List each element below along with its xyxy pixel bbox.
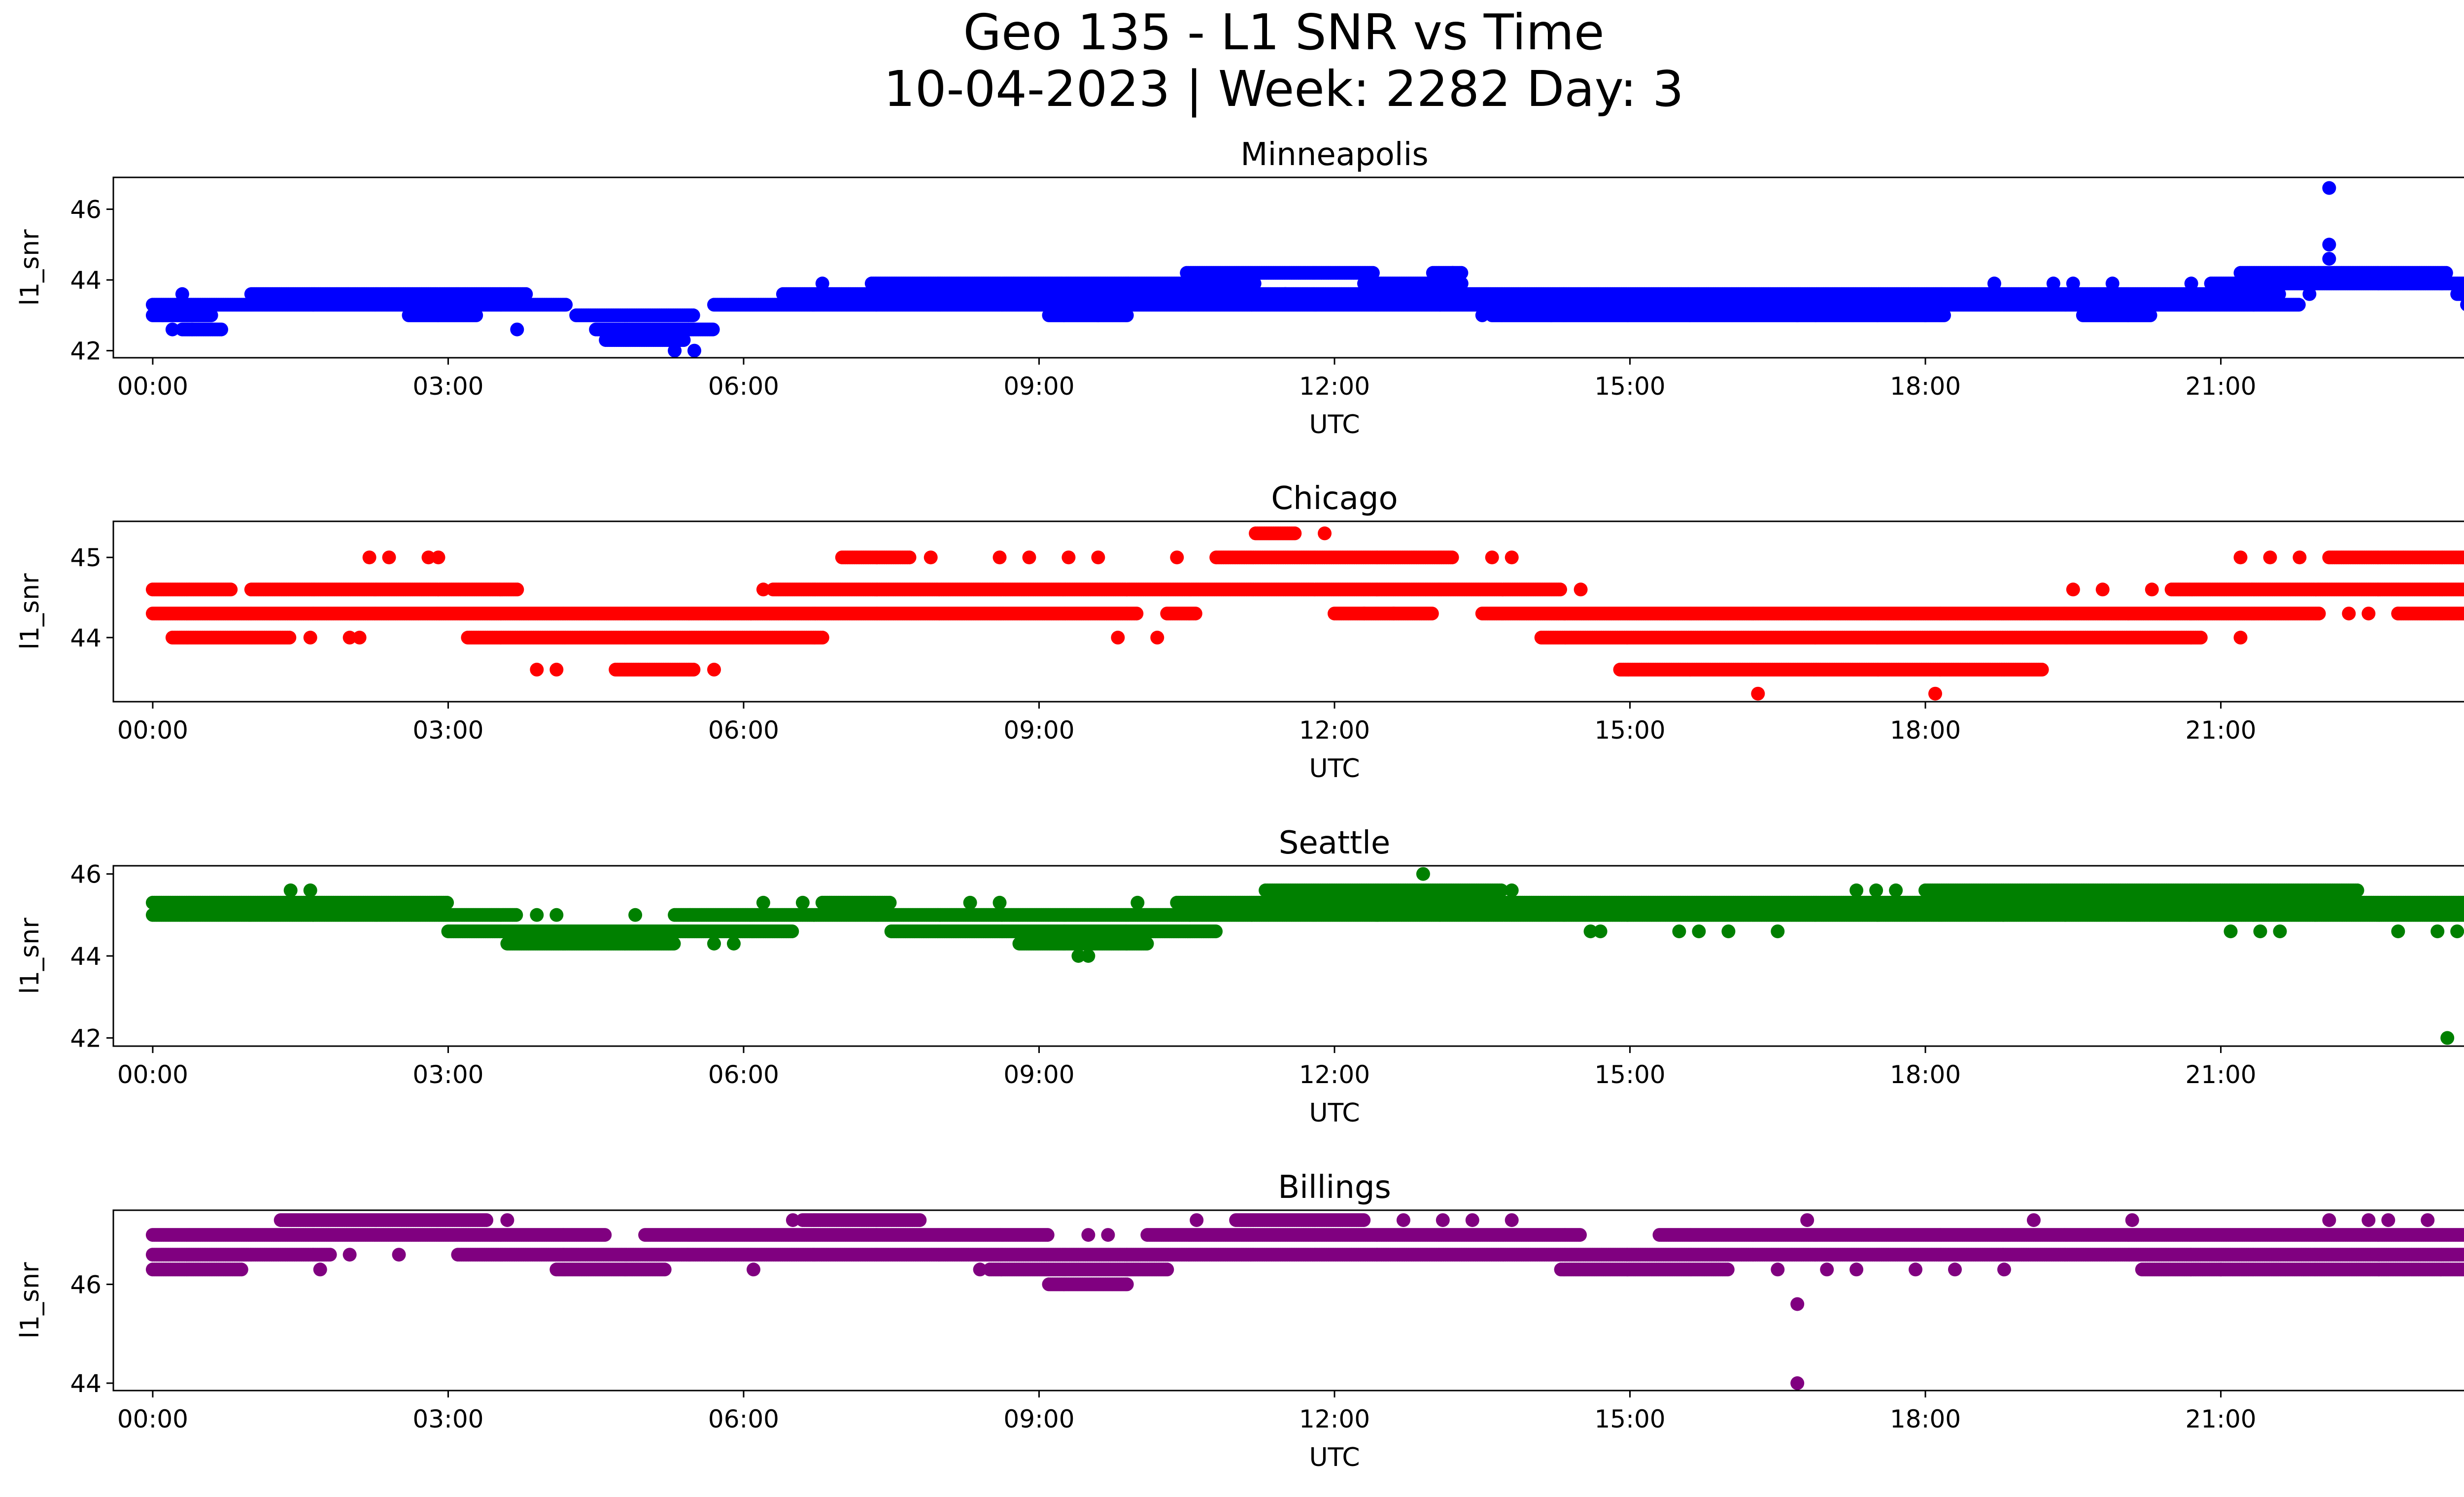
minneapolis-point-22 (2302, 287, 2316, 301)
minneapolis-point-23 (2322, 238, 2336, 251)
minneapolis-point-3 (175, 287, 189, 301)
minneapolis-point-19 (2066, 276, 2080, 290)
minneapolis-xtick-label-2: 06:00 (708, 372, 779, 401)
minneapolis-point-b1-s0-33 (205, 308, 218, 322)
minneapolis-point-b1-s5-38 (2144, 308, 2157, 322)
minneapolis-subplot-title: Minneapolis (1240, 136, 1428, 173)
minneapolis-point-b6-s0-44 (677, 333, 691, 347)
minneapolis-point-b1-s2-66 (686, 308, 700, 322)
minneapolis-point-b4-s2-116 (2439, 266, 2453, 280)
minneapolis-point-24 (2322, 252, 2336, 266)
minneapolis-point-8 (1091, 308, 1105, 322)
minneapolis-point-4 (510, 323, 524, 337)
chicago-point-b0-s2-55 (1425, 607, 1439, 620)
chicago-point-b1-s0-44 (224, 582, 238, 596)
minneapolis-point-0 (156, 308, 170, 322)
figure-title-line2: 10-04-2023 | Week: 2282 Day: 3 (884, 60, 1683, 118)
minneapolis-point-b5-s0-66 (706, 323, 720, 337)
minneapolis-point-10 (1190, 287, 1203, 301)
chicago-point-b0-s0-555 (1129, 607, 1143, 620)
minneapolis-y-axis-label: l1_snr (15, 229, 45, 306)
minneapolis-point-16 (1918, 308, 1932, 322)
minneapolis-ytick-label-0: 42 (70, 337, 102, 366)
minneapolis-point-7 (816, 276, 829, 290)
minneapolis-point-11 (1278, 287, 1292, 301)
minneapolis-point-25 (2322, 181, 2336, 195)
figure-title-line1: Geo 135 - L1 SNR vs Time (963, 3, 1605, 61)
minneapolis-point-17 (1987, 276, 2001, 290)
minneapolis-point-9 (1111, 287, 1125, 301)
minneapolis-xtick-label-0: 00:00 (117, 372, 188, 401)
minneapolis-xtick-label-5: 15:00 (1594, 372, 1665, 401)
minneapolis-point-b1-s4-255 (1937, 308, 1951, 322)
minneapolis-ytick-label-1: 44 (70, 266, 102, 295)
minneapolis-x-axis-label: UTC (1309, 410, 1360, 440)
minneapolis-point-13 (1475, 308, 1489, 322)
minneapolis-xtick-label-1: 03:00 (412, 372, 483, 401)
minneapolis-point-b2-s0-155 (519, 287, 533, 301)
chicago-point-b0-s3-472 (2312, 607, 2326, 620)
minneapolis-point-20 (2106, 276, 2120, 290)
minneapolis-xtick-label-6: 18:00 (1890, 372, 1961, 401)
minneapolis-xtick-label-3: 09:00 (1003, 372, 1074, 401)
chicago-point-b0-s1-16 (1189, 607, 1202, 620)
minneapolis-point-b1-s1-38 (469, 308, 483, 322)
minneapolis-ytick-label-2: 46 (70, 196, 102, 224)
minneapolis-point-2 (185, 323, 199, 337)
minneapolis-point-21 (2185, 276, 2198, 290)
minneapolis-point-5 (668, 344, 682, 358)
minneapolis-point-15 (1790, 308, 1804, 322)
minneapolis-xtick-label-7: 21:00 (2186, 372, 2257, 401)
minneapolis-xtick-label-4: 12:00 (1299, 372, 1370, 401)
chicago-point-b1-s1-150 (510, 582, 524, 596)
minneapolis-point-b5-s1-22 (214, 323, 228, 337)
chicago-subplot-title: Chicago (1271, 480, 1398, 517)
minneapolis-point-b4-s0-105 (1366, 266, 1380, 280)
minneapolis-point-b1-s3-44 (1120, 308, 1134, 322)
minneapolis-point-b0-s0-233 (559, 298, 573, 311)
minneapolis-point-1 (166, 323, 179, 337)
minneapolis-point-6 (687, 344, 701, 358)
minneapolis-point-14 (1544, 308, 1558, 322)
minneapolis-point-12 (1446, 266, 1460, 280)
minneapolis-point-b0-s1-894 (2292, 298, 2306, 311)
minneapolis-point-18 (2047, 276, 2060, 290)
